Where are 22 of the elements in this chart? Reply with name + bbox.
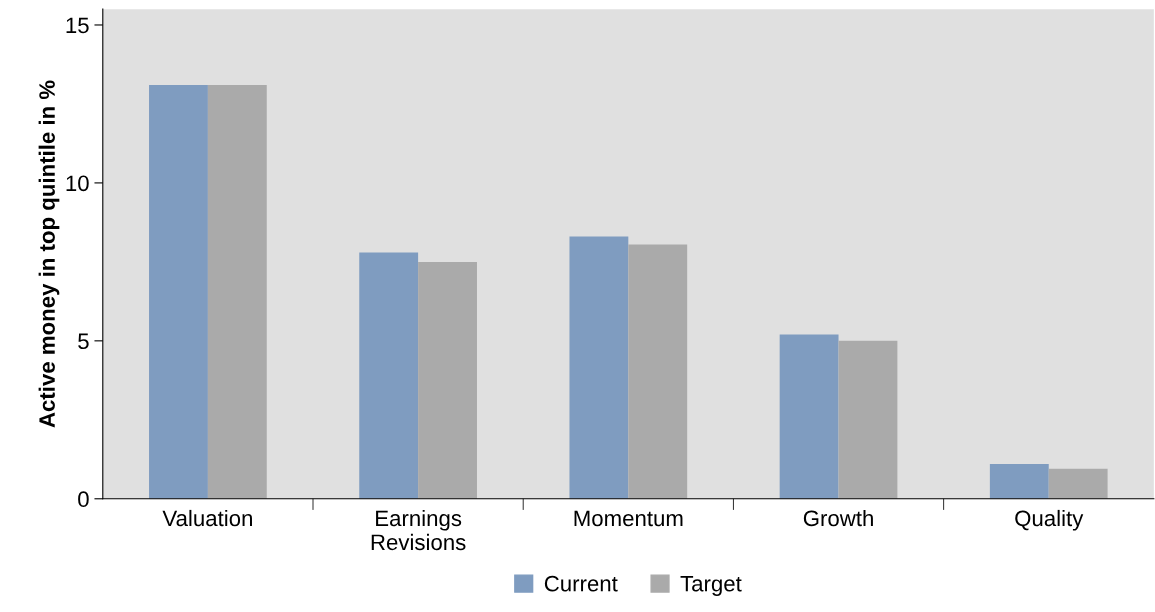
bar	[418, 261, 477, 499]
y-tick-label: 5	[78, 333, 89, 350]
x-tick-label: Growth	[803, 509, 873, 527]
bar	[359, 252, 419, 499]
legend-label: Target	[680, 576, 742, 596]
y-axis-title: Active money in top quintile in %	[38, 80, 60, 428]
x-tick-label: Quality	[1015, 509, 1084, 531]
bar	[838, 340, 898, 499]
y-tick-label: 15	[66, 17, 89, 34]
y-tick-label: 10	[66, 175, 89, 192]
bar	[989, 464, 1049, 499]
legend-label: Current	[544, 575, 618, 592]
bar	[207, 84, 267, 499]
x-tick-label: Earnings Revisions	[371, 509, 466, 551]
bar	[779, 334, 839, 499]
x-tick-label: Momentum	[574, 510, 683, 527]
bar	[628, 244, 688, 499]
bar	[149, 84, 208, 499]
y-tick-label: 0	[78, 491, 89, 508]
x-tick-label: Valuation	[162, 509, 252, 527]
bar	[569, 236, 629, 499]
bar	[1048, 468, 1108, 499]
